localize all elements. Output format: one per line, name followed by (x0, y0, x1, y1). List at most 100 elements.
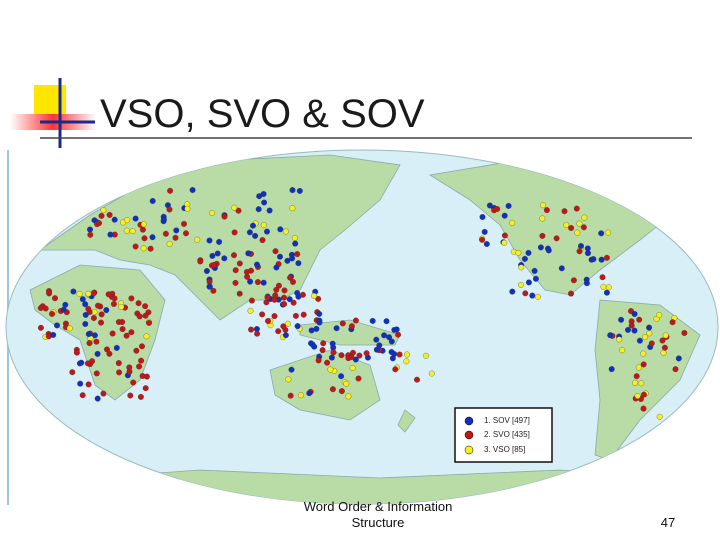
language-dot (285, 376, 292, 383)
language-dot (162, 230, 169, 237)
language-dot (369, 317, 376, 324)
language-dot (296, 187, 303, 194)
language-dot (42, 305, 49, 312)
language-dot (260, 191, 267, 197)
slide-title: VSO, SVO & SOV (100, 92, 425, 136)
language-dot (640, 391, 647, 398)
language-dot (236, 260, 243, 267)
language-dot (54, 322, 60, 329)
language-dot (281, 287, 288, 294)
language-dot (104, 346, 110, 353)
language-dot (271, 296, 278, 303)
language-dot (231, 229, 238, 236)
language-dot (203, 268, 210, 274)
language-dot (590, 256, 597, 263)
language-dot (271, 313, 278, 320)
language-dot (324, 359, 331, 366)
language-dot (403, 358, 410, 365)
language-dot (137, 393, 144, 400)
language-dot (287, 392, 294, 399)
language-dot (681, 330, 688, 336)
language-dot (316, 310, 323, 317)
language-dot (111, 295, 118, 302)
language-dot (282, 228, 289, 235)
language-dot (669, 319, 676, 326)
language-dot (69, 369, 76, 376)
language-dot (87, 231, 94, 238)
language-dot (138, 357, 145, 364)
language-dot (266, 207, 273, 214)
language-dot (598, 256, 605, 263)
language-dot (286, 296, 293, 303)
language-dot (94, 350, 101, 357)
language-dot (66, 325, 73, 332)
language-dot (49, 310, 55, 317)
language-dot (290, 299, 297, 306)
language-dot (285, 320, 291, 327)
language-dot (568, 290, 574, 297)
language-dot (132, 215, 139, 222)
language-dot (119, 326, 126, 333)
language-dot (338, 388, 345, 395)
language-dot (142, 385, 149, 392)
language-dot (338, 373, 345, 380)
language-dot (294, 290, 301, 296)
language-dot (580, 224, 587, 231)
language-dot (247, 278, 254, 285)
language-dot (311, 292, 318, 299)
language-dot (349, 364, 356, 371)
language-dot (197, 258, 204, 265)
language-dot (306, 390, 313, 397)
language-dot (631, 311, 638, 317)
language-dot (259, 237, 266, 244)
language-dot (236, 290, 243, 297)
language-dot (143, 333, 150, 340)
language-dot (206, 283, 213, 290)
language-dot (246, 229, 253, 236)
language-dot (252, 232, 259, 239)
language-dot (103, 307, 110, 314)
language-dot (345, 393, 352, 400)
language-dot (313, 325, 320, 332)
language-dot (635, 364, 642, 371)
language-dot (60, 306, 67, 313)
language-dot (172, 234, 179, 241)
language-dot (634, 393, 641, 399)
language-dot (37, 305, 44, 311)
language-dot (345, 355, 352, 362)
language-dot (640, 405, 647, 412)
language-dot (123, 332, 130, 339)
language-dot (355, 375, 362, 382)
language-dot (576, 248, 583, 255)
language-dot (618, 316, 625, 323)
language-dot (50, 331, 57, 338)
language-dot (294, 251, 301, 258)
language-dot (139, 343, 145, 350)
language-dot (85, 290, 92, 297)
language-dot (264, 294, 271, 301)
language-dot (85, 381, 92, 388)
language-dots (37, 187, 688, 420)
language-dot (656, 312, 663, 319)
language-dot (481, 228, 488, 235)
language-dot (518, 264, 525, 271)
language-dot (52, 295, 58, 302)
language-dot (625, 326, 631, 333)
language-dot (599, 274, 606, 281)
language-dot (363, 350, 370, 357)
footer-text: Word Order & Information (304, 499, 453, 514)
language-dot (289, 205, 296, 212)
language-dot (82, 321, 89, 327)
language-dot (315, 357, 322, 364)
language-dot (93, 338, 100, 345)
language-dot (136, 313, 143, 320)
language-dot (260, 279, 267, 286)
language-dot (633, 373, 640, 380)
language-dot (248, 326, 255, 333)
language-dot (231, 204, 238, 211)
language-dot (660, 349, 667, 356)
language-dot (300, 311, 307, 318)
language-dot (568, 225, 575, 231)
language-dot (636, 337, 643, 344)
language-dot (82, 311, 89, 318)
